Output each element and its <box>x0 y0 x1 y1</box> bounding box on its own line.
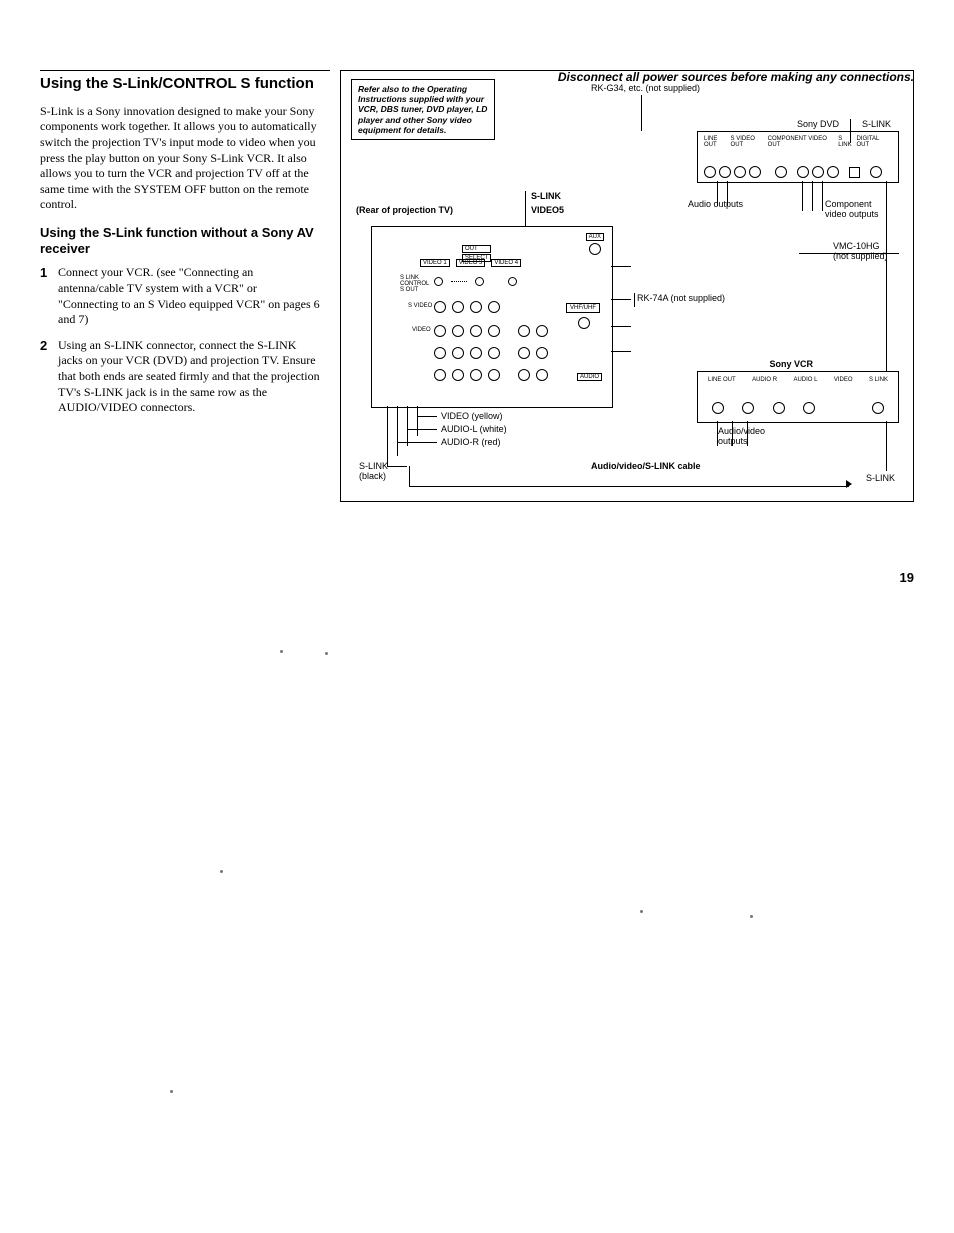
dvd-port-labels: LINE OUT S VIDEO OUT COMPONENT VIDEO OUT… <box>704 136 892 148</box>
subhead: Using the S-Link function without a Sony… <box>40 225 320 258</box>
leader-rk74a-4 <box>611 351 631 352</box>
intro-paragraph: S-Link is a Sony innovation designed to … <box>40 104 320 213</box>
leader-rk74a-v <box>634 293 635 307</box>
slink-mid-label: S-LINK <box>531 191 561 201</box>
slink-bottom-right-label: S-LINK <box>866 473 895 483</box>
ptv-row-svideo <box>434 301 500 313</box>
leader-rkg34 <box>641 95 642 131</box>
vcr-port-video: VIDEO <box>834 377 853 383</box>
ptv-row-slink <box>434 277 517 286</box>
vcr-ports <box>712 402 884 414</box>
slink-black-label: S-LINK (black) <box>359 461 399 482</box>
rk74a-label: RK-74A (not supplied) <box>637 293 725 303</box>
dvd-port-label-2: COMPONENT VIDEO OUT <box>768 136 839 148</box>
ptv-aux-area: AUX <box>586 233 604 255</box>
leader-vcr-slink <box>886 421 887 471</box>
step-2: Using an S-LINK connector, connect the S… <box>40 338 320 416</box>
ptv-col-labels: VIDEO 1 VIDEO 3 VIDEO 4 <box>420 259 521 267</box>
ptv-row-video <box>434 325 548 337</box>
ptv-audio-label: AUDIO <box>577 373 602 381</box>
audio-r-red-label: AUDIO-R (red) <box>441 437 501 447</box>
speck-icon <box>640 910 643 913</box>
leader-dvd-comp3 <box>822 181 823 211</box>
ptv-slink-controls-label: S LINK CONTROL S OUT <box>400 275 430 293</box>
leader-bottom-cable <box>409 486 849 487</box>
leader-bottom-2 <box>397 406 398 456</box>
ptv-out-label: OUT <box>462 245 491 253</box>
section-title: Using the S-Link/CONTROL S function <box>40 75 320 94</box>
vcr-port-labels: LINE OUT AUDIO R AUDIO L VIDEO S LINK <box>708 377 888 383</box>
diagram-note: Refer also to the Operating Instructions… <box>351 79 495 140</box>
ptv-vhfuhf-label: VHF/UHF <box>566 303 600 313</box>
vcr-device: LINE OUT AUDIO R AUDIO L VIDEO S LINK <box>697 371 899 423</box>
leader-bottom-1 <box>387 406 388 466</box>
steps-list: Connect your VCR. (see "Connecting an an… <box>40 265 320 415</box>
speck-icon <box>325 652 328 655</box>
ptv-video1: VIDEO 1 <box>420 259 450 267</box>
projection-tv-rear: AUX OUT SELECT VIDEO 1 VIDEO 3 VIDEO 4 <box>371 226 613 408</box>
speck-icon <box>280 650 283 653</box>
vcr-port-audiol: AUDIO L <box>793 377 817 383</box>
ptv-aux-label: AUX <box>586 233 604 241</box>
step-1: Connect your VCR. (see "Connecting an an… <box>40 265 320 327</box>
leader-black <box>387 466 407 467</box>
speck-icon <box>220 870 223 873</box>
leader-white <box>407 429 437 430</box>
dvd-port-label-1: S VIDEO OUT <box>731 136 768 148</box>
av-slink-cable-label: Audio/video/S-LINK cable <box>591 461 701 471</box>
audio-l-white-label: AUDIO-L (white) <box>441 424 507 434</box>
leader-rk74a-2 <box>611 299 631 300</box>
ptv-row-audio2 <box>434 369 548 381</box>
leader-rk74a-1 <box>611 266 631 267</box>
dvd-device: LINE OUT S VIDEO OUT COMPONENT VIDEO OUT… <box>697 131 899 183</box>
leader-rk74a-3 <box>611 326 631 327</box>
sony-dvd-label: Sony DVD <box>797 119 839 129</box>
arrow-right-icon <box>846 480 852 488</box>
leader-red <box>397 442 437 443</box>
sony-vcr-label: Sony VCR <box>769 359 813 369</box>
ptv-video3: VIDEO 3 <box>456 259 486 267</box>
ptv-rear-label: (Rear of projection TV) <box>356 205 453 215</box>
slink-top-label: S-LINK <box>862 119 891 129</box>
ptv-svideo-label: S VIDEO <box>408 303 432 309</box>
leader-bottom-4 <box>417 406 418 436</box>
video-yellow-label: VIDEO (yellow) <box>441 411 503 421</box>
ptv-row-audio1 <box>434 347 548 359</box>
leader-dvd-comp1 <box>802 181 803 211</box>
connection-diagram: Refer also to the Operating Instructions… <box>340 70 914 502</box>
component-outputs-label: Component video outputs <box>825 199 895 220</box>
dvd-ports <box>704 166 892 178</box>
vcr-port-lineout: LINE OUT <box>708 377 736 383</box>
av-outputs-label: Audio/video outputs <box>718 426 778 447</box>
audio-outputs-label: Audio outputs <box>688 199 743 209</box>
section-rule <box>40 70 330 71</box>
right-column: Refer also to the Operating Instructions… <box>340 70 914 502</box>
leader-bottom-3 <box>407 406 408 446</box>
leader-slink-mid <box>525 191 526 227</box>
ptv-video-label: VIDEO <box>412 327 431 333</box>
dvd-port-label-0: LINE OUT <box>704 136 731 148</box>
speck-icon <box>750 915 753 918</box>
vcr-port-audior: AUDIO R <box>752 377 777 383</box>
page-number: 19 <box>900 570 914 585</box>
dvd-port-label-4: DIGITAL OUT <box>856 136 892 148</box>
leader-yellow <box>417 416 437 417</box>
leader-bottom-cable-v <box>409 466 410 486</box>
ptv-video4: VIDEO 4 <box>491 259 521 267</box>
dvd-port-label-3: S LINK <box>838 136 856 148</box>
left-column: Using the S-Link/CONTROL S function S-Li… <box>40 70 320 502</box>
video5-label: VIDEO5 <box>531 205 564 215</box>
rkg34-label: RK-G34, etc. (not supplied) <box>591 83 700 93</box>
speck-icon <box>170 1090 173 1093</box>
leader-slink-long <box>886 181 887 371</box>
leader-dvd-comp2 <box>812 181 813 211</box>
vcr-port-slink: S LINK <box>869 377 888 383</box>
